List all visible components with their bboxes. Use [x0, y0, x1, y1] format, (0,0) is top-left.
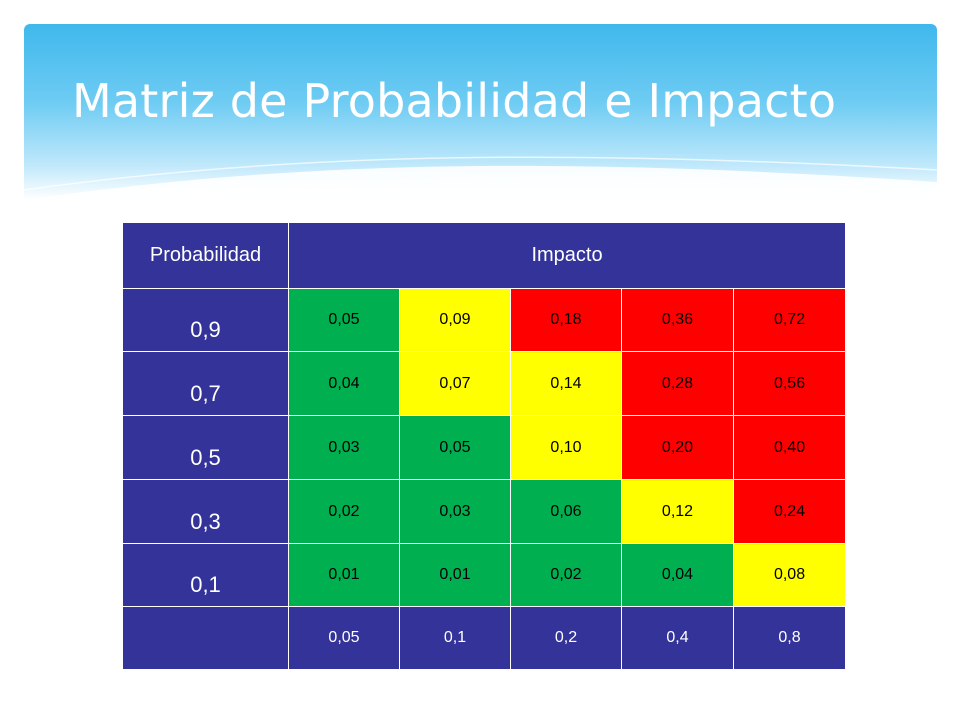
matrix-cell: 0,04 [288, 351, 400, 416]
matrix-cell: 0,72 [732, 288, 847, 352]
matrix-cell: 0,02 [510, 543, 622, 607]
matrix-cell: 0,40 [732, 415, 847, 480]
probability-impact-matrix: Probabilidad Impacto 0,9 0,05 0,09 0,18 … [122, 222, 847, 670]
impact-value: 0,4 [621, 606, 734, 670]
page-title: Matriz de Probabilidad e Impacto [72, 74, 837, 128]
probability-value: 0,1 [122, 543, 289, 607]
matrix-cell: 0,01 [399, 543, 511, 607]
matrix-cell: 0,24 [732, 479, 847, 544]
matrix-cell: 0,04 [621, 543, 734, 607]
table-row: 0,3 0,02 0,03 0,06 0,12 0,24 [122, 479, 847, 544]
matrix-cell: 0,06 [510, 479, 622, 544]
impact-value: 0,05 [288, 606, 400, 670]
matrix-cell: 0,05 [399, 415, 511, 480]
table-row: 0,5 0,03 0,05 0,10 0,20 0,40 [122, 415, 847, 480]
impact-values-row: 0,05 0,1 0,2 0,4 0,8 [122, 606, 847, 670]
matrix-cell: 0,02 [288, 479, 400, 544]
impact-value: 0,1 [399, 606, 511, 670]
matrix-cell: 0,10 [510, 415, 622, 480]
table-row: 0,7 0,04 0,07 0,14 0,28 0,56 [122, 351, 847, 416]
probability-value: 0,5 [122, 415, 289, 480]
empty-corner-cell [122, 606, 289, 670]
matrix-cell: 0,01 [288, 543, 400, 607]
matrix-cell: 0,05 [288, 288, 400, 352]
matrix-cell: 0,20 [621, 415, 734, 480]
matrix-cell: 0,18 [510, 288, 622, 352]
impact-value: 0,2 [510, 606, 622, 670]
table-row: 0,9 0,05 0,09 0,18 0,36 0,72 [122, 288, 847, 352]
probability-value: 0,9 [122, 288, 289, 352]
matrix-cell: 0,56 [732, 351, 847, 416]
banner-wave-decoration [24, 156, 937, 200]
impact-value: 0,8 [732, 606, 847, 670]
matrix-cell: 0,03 [399, 479, 511, 544]
matrix-cell: 0,09 [399, 288, 511, 352]
probability-value: 0,7 [122, 351, 289, 416]
matrix-cell: 0,12 [621, 479, 734, 544]
table-row: 0,1 0,01 0,01 0,02 0,04 0,08 [122, 543, 847, 607]
probability-value: 0,3 [122, 479, 289, 544]
matrix-cell: 0,08 [732, 543, 847, 607]
title-banner [24, 24, 937, 200]
matrix-cell: 0,07 [399, 351, 511, 416]
matrix-cell: 0,36 [621, 288, 734, 352]
matrix-cell: 0,28 [621, 351, 734, 416]
impact-header: Impacto [287, 222, 847, 289]
probability-header: Probabilidad [122, 222, 289, 289]
matrix-cell: 0,03 [288, 415, 400, 480]
matrix-cell: 0,14 [510, 351, 622, 416]
